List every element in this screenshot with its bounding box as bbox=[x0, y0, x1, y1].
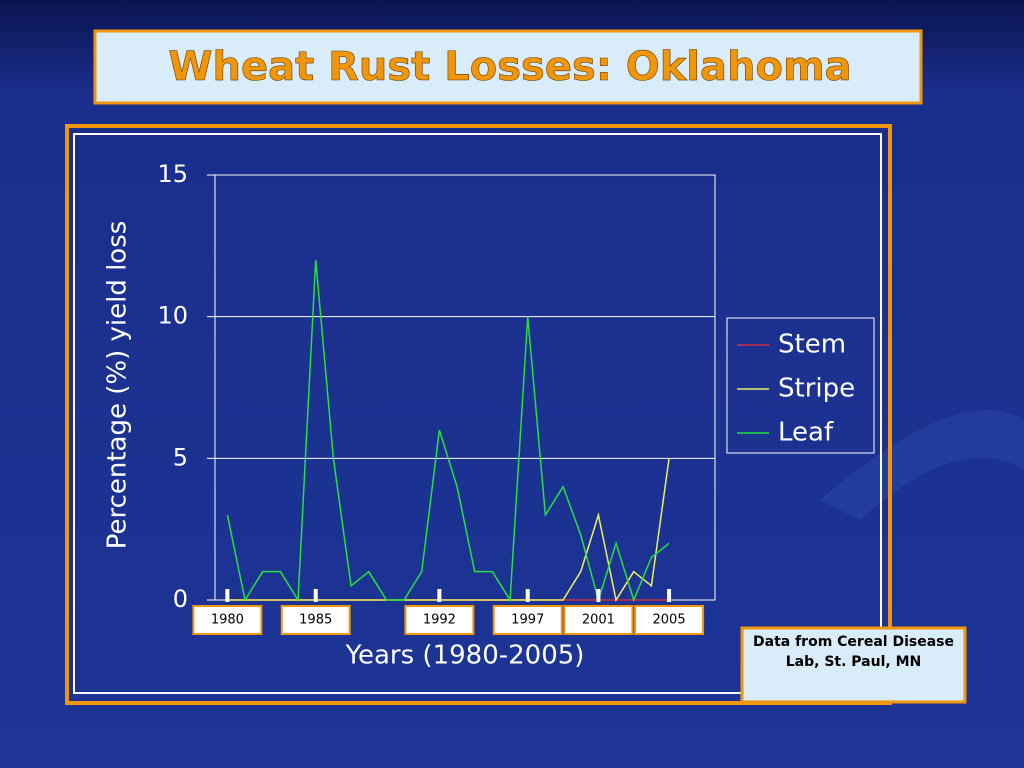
y-axis-label: Percentage (%) yield loss bbox=[103, 221, 133, 550]
x-tick-label: 2001 bbox=[582, 613, 615, 628]
legend-label: Stem bbox=[778, 330, 846, 360]
chart-inner-frame bbox=[73, 133, 882, 694]
x-axis-label: Years (1980-2005) bbox=[345, 641, 585, 671]
legend-label: Stripe bbox=[778, 374, 855, 404]
title-box bbox=[93, 29, 923, 105]
x-tick-box bbox=[280, 605, 351, 635]
x-tick-box bbox=[192, 605, 263, 635]
chart-frame bbox=[65, 124, 892, 705]
chart-title: Wheat Rust Losses: Oklahoma bbox=[168, 44, 851, 90]
x-tick-label: 1992 bbox=[423, 613, 456, 628]
x-tick-box bbox=[492, 605, 563, 635]
x-tick-label: 1997 bbox=[511, 613, 544, 628]
x-tick-label: 1985 bbox=[299, 613, 332, 628]
y-tick-label: 15 bbox=[157, 160, 188, 188]
note-box bbox=[740, 626, 967, 704]
y-tick-label: 0 bbox=[173, 585, 188, 613]
note: Data from Cereal Disease Lab, St. Paul, … bbox=[753, 634, 954, 670]
line-series bbox=[227, 458, 670, 602]
x-tick-box bbox=[404, 605, 475, 635]
line-series bbox=[226, 259, 670, 603]
x-tick-box bbox=[563, 605, 634, 635]
x-tick-label: 1980 bbox=[211, 613, 244, 628]
x-tick-box bbox=[634, 605, 705, 635]
legend-label: Leaf bbox=[778, 418, 834, 448]
y-tick-label: 10 bbox=[157, 302, 188, 330]
legend-box bbox=[726, 317, 875, 454]
y-tick-label: 5 bbox=[173, 443, 188, 471]
x-tick-label: 2005 bbox=[653, 613, 686, 628]
note-container: Data from Cereal Disease Lab, St. Paul, … bbox=[753, 634, 954, 670]
decoration bbox=[820, 410, 1024, 520]
